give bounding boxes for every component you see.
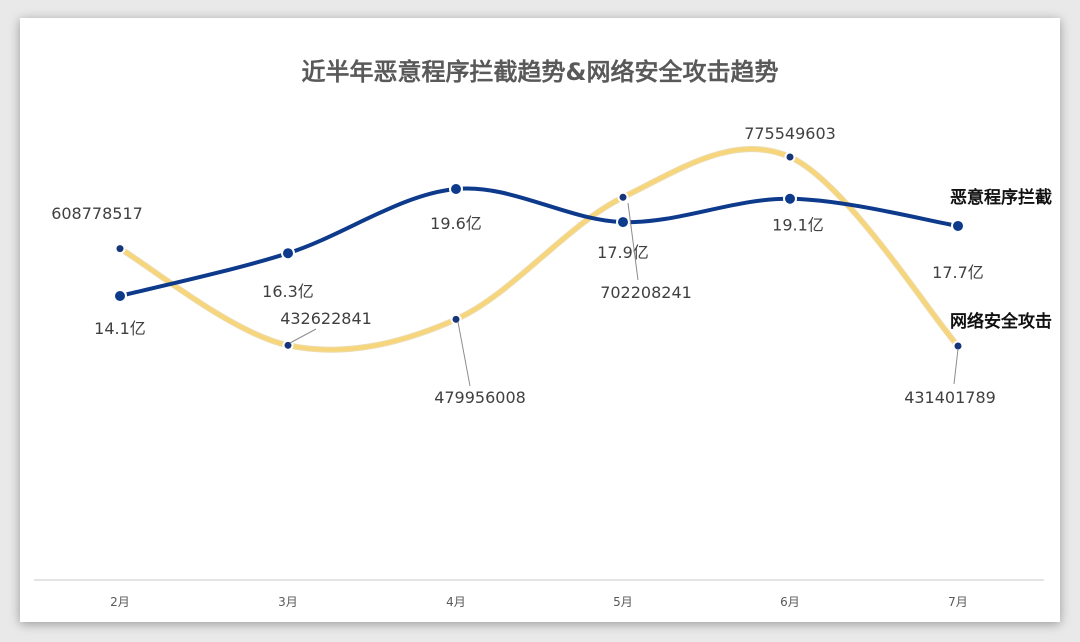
series-layer [113, 145, 965, 353]
point-malware-block [449, 182, 463, 196]
x-tick-label: 7月 [948, 595, 968, 609]
data-label-network-attack: 608778517 [51, 204, 143, 223]
data-label-network-attack: 431401789 [904, 388, 996, 407]
line-chart: 近半年恶意程序拦截趋势&网络安全攻击趋势 14.1亿 16.3亿 19.6亿 17.9… [34, 58, 1052, 609]
data-label-network-attack: 702208241 [600, 283, 692, 302]
point-malware-block [951, 218, 965, 233]
series-line-network-attack [118, 146, 960, 352]
leader-line [289, 328, 317, 344]
point-malware-block [281, 246, 295, 261]
chart-card: 近半年恶意程序拦截趋势&网络安全攻击趋势 14.1亿 16.3亿 19.6亿 17.9… [20, 18, 1060, 622]
point-network-attack [450, 313, 462, 325]
data-label-malware-block: 19.6亿 [430, 214, 482, 233]
leader-line [953, 348, 959, 385]
data-label-network-attack: 479956008 [434, 388, 526, 407]
point-network-attack [617, 191, 629, 203]
point-malware-block [783, 191, 797, 206]
x-tick-label: 3月 [278, 595, 298, 609]
data-label-malware-block: 19.1亿 [772, 216, 824, 235]
x-tick-label: 5月 [613, 595, 633, 609]
data-label-network-attack: 775549603 [744, 124, 836, 143]
x-tick-label: 6月 [780, 595, 800, 609]
data-label-network-attack: 432622841 [280, 309, 372, 328]
x-tick-label: 4月 [446, 595, 466, 609]
series-line-malware-block [118, 186, 960, 298]
x-tick-label: 2月 [110, 595, 130, 609]
leader-line [627, 202, 639, 281]
point-malware-block [113, 289, 127, 303]
leader-line [457, 321, 471, 387]
series-line-network-attack-shadow [117, 145, 961, 353]
label-layer: 14.1亿 16.3亿 19.6亿 17.9亿 19.1亿 17.7亿 608778517 4… [51, 124, 1052, 609]
data-label-malware-block: 17.9亿 [597, 243, 649, 262]
data-label-malware-block: 14.1亿 [94, 319, 146, 338]
point-network-attack [784, 151, 796, 163]
point-malware-block [616, 215, 630, 230]
data-label-malware-block: 16.3亿 [262, 282, 314, 301]
point-network-attack [114, 243, 126, 255]
series-label-network-attack: 网络安全攻击 [950, 311, 1052, 332]
series-label-malware-block: 恶意程序拦截 [950, 187, 1052, 208]
data-label-malware-block: 17.7亿 [932, 263, 984, 282]
chart-title: 近半年恶意程序拦截趋势&网络安全攻击趋势 [302, 58, 779, 86]
